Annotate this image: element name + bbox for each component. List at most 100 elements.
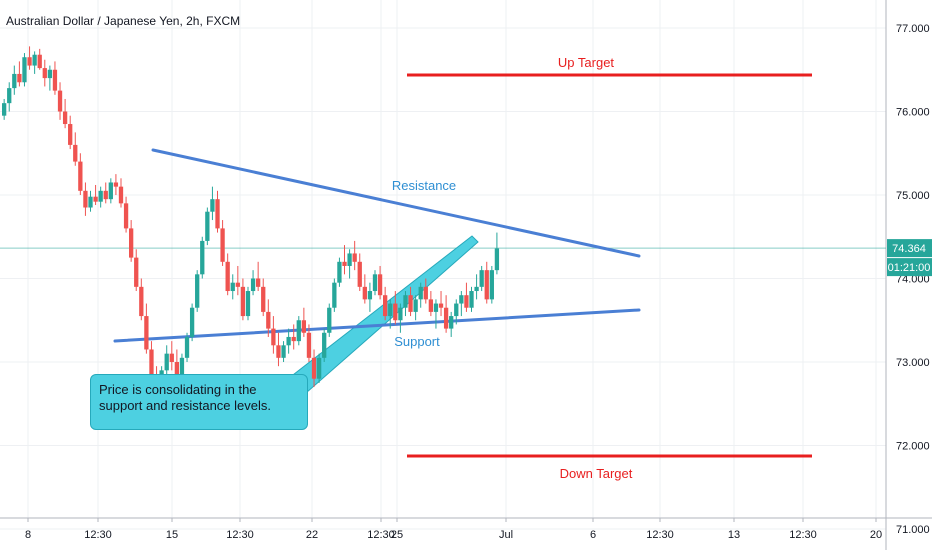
candle-body xyxy=(250,278,256,292)
candle-body xyxy=(301,320,307,333)
candle-body xyxy=(215,199,220,229)
candle-body xyxy=(454,303,459,317)
candle-body xyxy=(42,68,47,79)
candle-body xyxy=(413,299,418,312)
candle-body xyxy=(179,357,185,375)
candle-body xyxy=(316,357,322,379)
candle-body xyxy=(12,73,17,89)
candle-body xyxy=(306,332,312,358)
candle-body xyxy=(184,336,190,358)
candle-body xyxy=(7,88,12,104)
candle-body xyxy=(169,353,174,362)
x-tick-label: 6 xyxy=(590,529,596,541)
y-tick-label: 76.000 xyxy=(896,107,930,119)
y-tick-label: 73.000 xyxy=(896,357,930,369)
y-axis: 71.000 72.000 73.000 74.000 75.000 76.000 77.0… xyxy=(887,23,932,536)
countdown-badge xyxy=(887,258,932,277)
resistance-label: Resistance xyxy=(392,178,456,193)
candle-body xyxy=(52,69,58,91)
candle-body xyxy=(367,291,373,300)
candle-body xyxy=(377,274,383,296)
candle-body xyxy=(281,345,286,358)
candle-body xyxy=(271,328,276,346)
x-tick-label: 12:30 xyxy=(84,529,112,541)
candle-body xyxy=(388,303,393,317)
support-label: Support xyxy=(394,334,440,349)
candle-body xyxy=(134,257,139,287)
candle-body xyxy=(474,286,479,292)
last-price-value: 74.364 xyxy=(892,243,926,255)
candle-body xyxy=(73,144,78,162)
candle-body xyxy=(459,295,464,304)
candle-body xyxy=(383,295,388,317)
candle-body xyxy=(428,299,434,312)
x-tick-label: 12:30 xyxy=(646,529,674,541)
candle-body xyxy=(489,270,494,300)
candle-body xyxy=(57,90,63,112)
annotation-lines: Up Target Down Target Resistance Support xyxy=(0,55,886,481)
candle-body xyxy=(347,253,352,266)
candle-body xyxy=(403,295,408,308)
candle-body xyxy=(144,316,149,350)
candle-body xyxy=(113,182,119,187)
last-price-badge xyxy=(887,239,932,258)
candle-body xyxy=(139,286,144,317)
candle-body xyxy=(27,57,32,66)
candle-body xyxy=(98,190,103,202)
y-tick-label: 77.000 xyxy=(896,23,930,35)
candle-body xyxy=(103,190,108,200)
candle-body xyxy=(235,282,240,287)
candle-body xyxy=(362,286,367,300)
candle-body xyxy=(220,228,225,262)
candle-body xyxy=(62,111,68,125)
candle-body xyxy=(88,196,93,208)
candle-body xyxy=(245,291,251,317)
y-tick-label: 74.000 xyxy=(896,274,930,286)
candle-body xyxy=(286,336,291,346)
candle-body xyxy=(225,261,230,292)
callout-box: Price is consolidating in the support an… xyxy=(90,374,308,430)
candle-body xyxy=(200,240,205,275)
candle-body xyxy=(32,54,37,66)
candle-body xyxy=(393,303,398,321)
candle-body xyxy=(322,332,327,358)
candle-body xyxy=(261,286,266,312)
candle-body xyxy=(464,295,469,308)
candle-body xyxy=(479,270,484,287)
candle-body xyxy=(68,124,73,145)
candle-body xyxy=(164,353,169,371)
chart-title: Australian Dollar / Japanese Yen, 2h, FX… xyxy=(6,14,241,28)
x-tick-label: 20 xyxy=(870,529,882,541)
candle-body xyxy=(408,295,413,312)
candle-body xyxy=(266,311,271,329)
candle-body xyxy=(174,362,180,375)
candle-body xyxy=(418,286,423,300)
candle-body xyxy=(149,349,154,379)
candle-body xyxy=(311,357,317,379)
candle-body xyxy=(78,161,83,191)
down-target-label: Down Target xyxy=(560,466,633,481)
up-target-label: Up Target xyxy=(558,55,615,70)
candle-body xyxy=(276,345,281,358)
x-tick-label: 8 xyxy=(25,529,31,541)
candle-body xyxy=(296,320,301,342)
candle-body xyxy=(438,303,444,308)
candle-body xyxy=(37,54,42,69)
candle-body xyxy=(22,57,27,83)
candle-body xyxy=(423,286,428,300)
y-tick-label: 75.000 xyxy=(896,190,930,202)
candle-body xyxy=(469,291,474,308)
x-tick-label: Jul xyxy=(499,529,513,541)
candle-body xyxy=(342,261,347,266)
candlestick-series xyxy=(2,46,500,400)
candle-body xyxy=(449,316,454,329)
support-trendline xyxy=(113,308,641,343)
candle-body xyxy=(17,73,22,83)
y-tick-label: 71.000 xyxy=(896,524,930,536)
callout-pointer xyxy=(278,235,479,394)
x-tick-label: 13 xyxy=(728,529,740,541)
candle-body xyxy=(240,286,246,317)
